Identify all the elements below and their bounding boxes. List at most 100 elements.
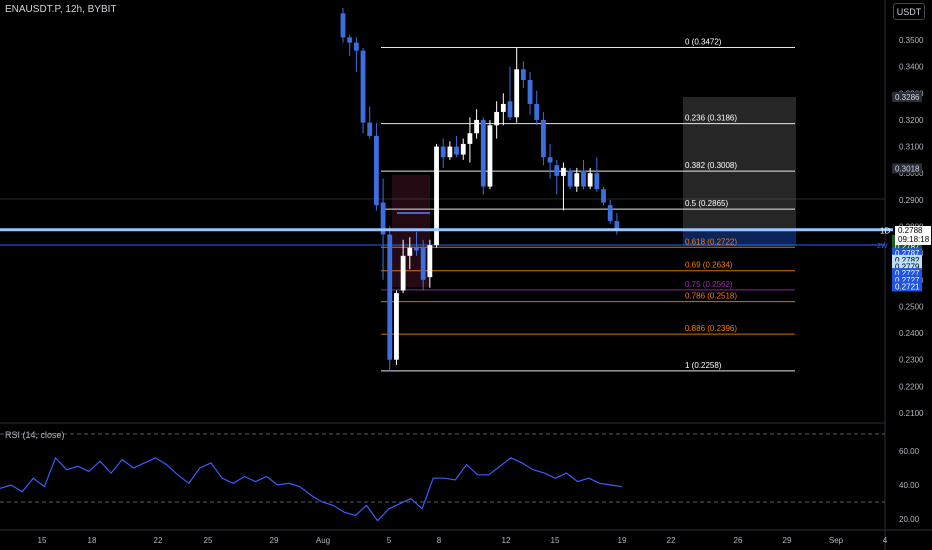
price-label: 0.2782: [895, 256, 920, 265]
countdown-time: 09:18:18: [898, 235, 930, 244]
price-tick-label: 0.2500: [899, 302, 924, 311]
price-label-bg: [892, 241, 922, 252]
rsi-label: RSI (14, close): [5, 430, 65, 440]
candle-body: [507, 101, 513, 118]
time-tick-label: 29: [783, 536, 792, 545]
fib-level-label: 0.69 (0.2634): [685, 261, 733, 270]
candle-body: [480, 119, 486, 187]
currency-button[interactable]: USDT: [893, 3, 925, 20]
price-tick-label: 0.3000: [899, 169, 924, 178]
candle-body: [500, 103, 506, 112]
price-label-bg: [892, 254, 922, 265]
candle-body: [601, 189, 606, 203]
time-tick-label: 29: [270, 536, 279, 545]
fib-level-label: 0.382 (0.3008): [685, 161, 737, 170]
time-tick-label: 4: [883, 536, 888, 545]
candle-body: [487, 125, 493, 187]
candle-body: [460, 143, 466, 155]
candle-body: [347, 37, 353, 43]
price-label-bg: [892, 281, 922, 292]
time-tick-label: 22: [667, 536, 676, 545]
price-tick-label: 0.3500: [899, 36, 924, 45]
candle-body: [594, 173, 600, 190]
candle-body: [581, 170, 586, 187]
price-label: 0.2727: [895, 269, 920, 278]
price-tick-label: 0.3200: [899, 116, 924, 125]
candle-body: [447, 146, 453, 158]
rsi-tick-label: 40.00: [899, 481, 920, 490]
candle-body: [467, 133, 473, 144]
price-tick-label: 0.2200: [899, 382, 924, 391]
rsi-line: [0, 456, 623, 522]
time-tick-label: 22: [154, 536, 163, 545]
price-label-bg: [892, 261, 922, 272]
candle-body: [440, 146, 446, 158]
time-tick-label: Sep: [829, 536, 844, 545]
countdown-price: 0.2788: [898, 226, 923, 235]
fib-level-label: 0.618 (0.2722): [685, 237, 737, 246]
price-tick-label: 0.3100: [899, 143, 924, 152]
time-tick-label: 19: [618, 536, 627, 545]
candle-body: [474, 119, 479, 134]
candle-body: [607, 205, 613, 222]
candle-body: [394, 293, 399, 360]
time-tick-label: 8: [437, 536, 442, 545]
fib-level-label: 0.886 (0.2396): [685, 324, 737, 333]
candle-body: [534, 103, 540, 120]
price-label-bg: [892, 268, 922, 279]
price-label-bg: [892, 248, 922, 259]
candle-body: [427, 245, 433, 278]
rsi-tick-label: 60.00: [899, 447, 920, 456]
time-tick-label: 18: [88, 536, 97, 545]
symbol-title: ENAUSDT.P, 12h, BYBIT: [5, 4, 117, 15]
price-tick-label: 0.2900: [899, 196, 924, 205]
candle-body: [353, 42, 359, 51]
candle-body: [400, 255, 406, 291]
position-box-blue: [683, 232, 796, 246]
price-label: 0.2727: [895, 276, 920, 285]
price-label: 0.3286: [895, 93, 920, 102]
price-label-bg: [892, 92, 922, 103]
candle-body: [380, 202, 386, 235]
candle-body: [374, 135, 379, 206]
price-tick-label: 0.2300: [899, 356, 924, 365]
price-tick-label: 0.3400: [899, 63, 924, 72]
price-label: 0.2787: [895, 249, 920, 258]
fib-level-label: 0.5 (0.2865): [685, 199, 728, 208]
time-tick-label: 25: [204, 536, 213, 545]
candle-body: [360, 50, 366, 123]
price-label: 0.2721: [895, 282, 920, 291]
candle-body: [420, 247, 426, 280]
candle-body: [520, 69, 526, 80]
fib-level-label: 0 (0.3472): [685, 37, 722, 46]
price-label: 0.2787: [895, 242, 920, 251]
fib-level-label: 0.236 (0.3186): [685, 114, 737, 123]
side-tag: 2W: [877, 243, 888, 250]
time-tick-label: Aug: [316, 536, 330, 545]
candle-body: [527, 79, 533, 104]
price-tick-label: 0.2100: [899, 409, 924, 418]
candle-body: [614, 221, 620, 230]
candle-body: [547, 157, 553, 163]
time-tick-label: 26: [734, 536, 743, 545]
price-tick-label: 0.2400: [899, 329, 924, 338]
rsi-tick-label: 20.00: [899, 515, 920, 524]
candle-body: [541, 119, 546, 158]
candle-body: [494, 111, 500, 126]
candle-body: [387, 234, 393, 360]
time-tick-label: 5: [387, 536, 392, 545]
price-label-bg: [892, 274, 922, 285]
candle-body: [561, 167, 566, 176]
candle-body: [434, 146, 439, 246]
price-label: 0.3018: [895, 164, 920, 173]
candle-body: [514, 69, 520, 118]
candle-body: [414, 247, 419, 251]
price-label: 0.2779: [895, 262, 920, 271]
time-tick-label: 15: [38, 536, 47, 545]
candle-body: [340, 13, 346, 38]
candle-body: [554, 165, 560, 176]
side-tag: 1D: [880, 227, 890, 236]
time-tick-label: 12: [502, 536, 511, 545]
fib-level-label: 0.75 (0.2562): [685, 280, 733, 289]
